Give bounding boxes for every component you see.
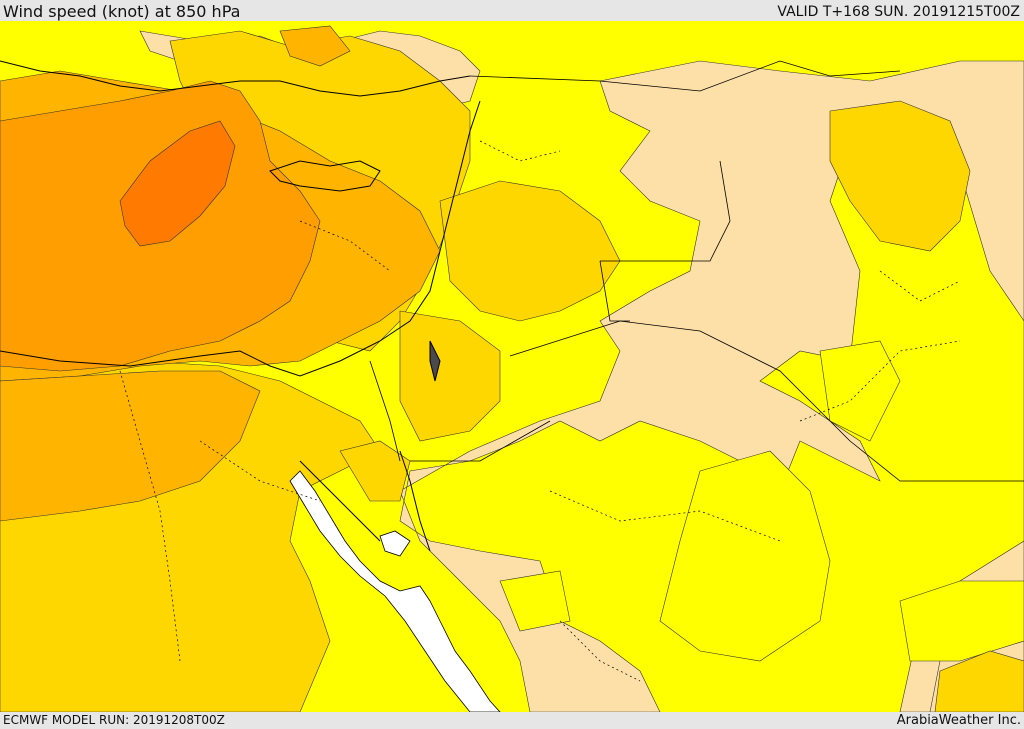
red-sea-no-data xyxy=(289,470,501,712)
moderate-patches xyxy=(499,340,1024,662)
internal-boundaries xyxy=(119,140,961,682)
map-title: Wind speed (knot) at 850 hPa xyxy=(3,2,241,21)
valid-time: VALID T+168 SUN. 20191215T00Z xyxy=(777,4,1020,20)
country-borders xyxy=(369,60,1024,482)
deep-orange-core xyxy=(119,120,236,247)
gold-jordan xyxy=(399,310,501,442)
header-bar: Wind speed (knot) at 850 hPa VALID T+168… xyxy=(0,0,1024,21)
model-run-label: ECMWF MODEL RUN: 20191208T00Z xyxy=(3,713,225,727)
amber-north-patch xyxy=(279,25,351,67)
coastlines xyxy=(0,60,481,552)
light-region-east xyxy=(399,60,1024,712)
gold-levant xyxy=(439,180,621,322)
amber-egypt-north xyxy=(0,370,261,522)
gold-iraq xyxy=(829,100,971,252)
gold-sinai xyxy=(339,440,411,502)
footer-bar: ECMWF MODEL RUN: 20191208T00Z ArabiaWeat… xyxy=(0,712,1024,729)
credit-label: ArabiaWeather Inc. xyxy=(896,713,1021,728)
gold-south xyxy=(934,650,1024,712)
wind-speed-map xyxy=(0,21,1024,712)
